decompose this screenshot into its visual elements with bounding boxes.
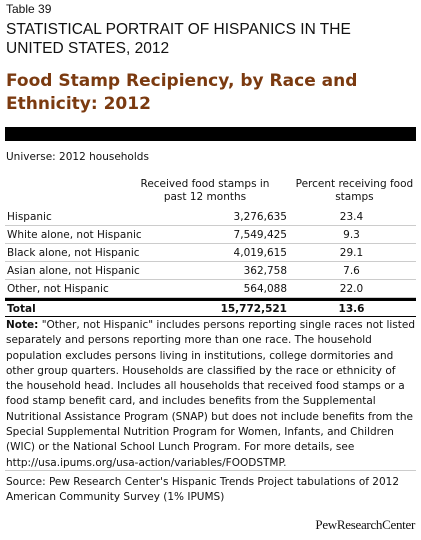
cell: 23.4: [339, 210, 364, 223]
cell: 13.6: [338, 302, 365, 315]
table-header: Received food stamps in past 12 months P…: [5, 178, 416, 208]
separator: [5, 470, 416, 471]
logo: PewResearchCenter: [315, 517, 415, 532]
table-row: Other, not Hispanic 564,088 22.0: [5, 280, 416, 298]
cell: 22.0: [339, 282, 364, 295]
table-row: Black alone, not Hispanic 4,019,615 29.1: [5, 244, 416, 262]
cell: 362,758: [243, 264, 287, 277]
super-title: STATISTICAL PORTRAIT OF HISPANICS IN THE…: [6, 21, 351, 57]
total-row: Total 15,772,521 13.6: [5, 298, 416, 317]
cell: 3,276,635: [233, 210, 287, 223]
table-row: Hispanic 3,276,635 23.4: [5, 208, 416, 226]
table-row: Asian alone, not Hispanic 362,758 7.6: [5, 262, 416, 280]
cell: 9.3: [343, 228, 360, 241]
header-bar: [5, 127, 416, 141]
note: Note: "Other, not Hispanic" includes per…: [6, 318, 416, 471]
table-body: Hispanic 3,276,635 23.4 White alone, not Hi…: [5, 208, 416, 298]
cell: 564,088: [243, 282, 287, 295]
cell: 7,549,425: [233, 228, 287, 241]
header-cell: Received food stamps in past 12 months: [140, 178, 270, 203]
cell: Asian alone, not Hispanic: [7, 264, 140, 277]
table-label: Table 39: [6, 2, 52, 16]
title: Food Stamp Recipiency, by Race and Ethni…: [6, 71, 358, 114]
header-cell: [5, 178, 149, 208]
universe: Universe: 2012 households: [6, 151, 149, 163]
cell: Hispanic: [7, 210, 52, 223]
table-row: White alone, not Hispanic 7,549,425 9.3: [5, 226, 416, 244]
source: Source: Pew Research Center's Hispanic T…: [6, 476, 400, 503]
cell: White alone, not Hispanic: [7, 228, 142, 241]
note-text: "Other, not Hispanic" includes persons r…: [6, 319, 416, 469]
cell: Other, not Hispanic: [7, 282, 109, 295]
cell: Black alone, not Hispanic: [7, 246, 140, 259]
cell: 7.6: [343, 264, 360, 277]
header-cell: Percent receiving food stamps: [295, 178, 414, 203]
cell: 4,019,615: [233, 246, 287, 259]
note-label: Note:: [6, 319, 39, 331]
cell: 15,772,521: [220, 302, 287, 315]
table: Received food stamps in past 12 months P…: [5, 178, 416, 317]
cell: 29.1: [339, 246, 364, 259]
cell: Total: [7, 302, 36, 315]
